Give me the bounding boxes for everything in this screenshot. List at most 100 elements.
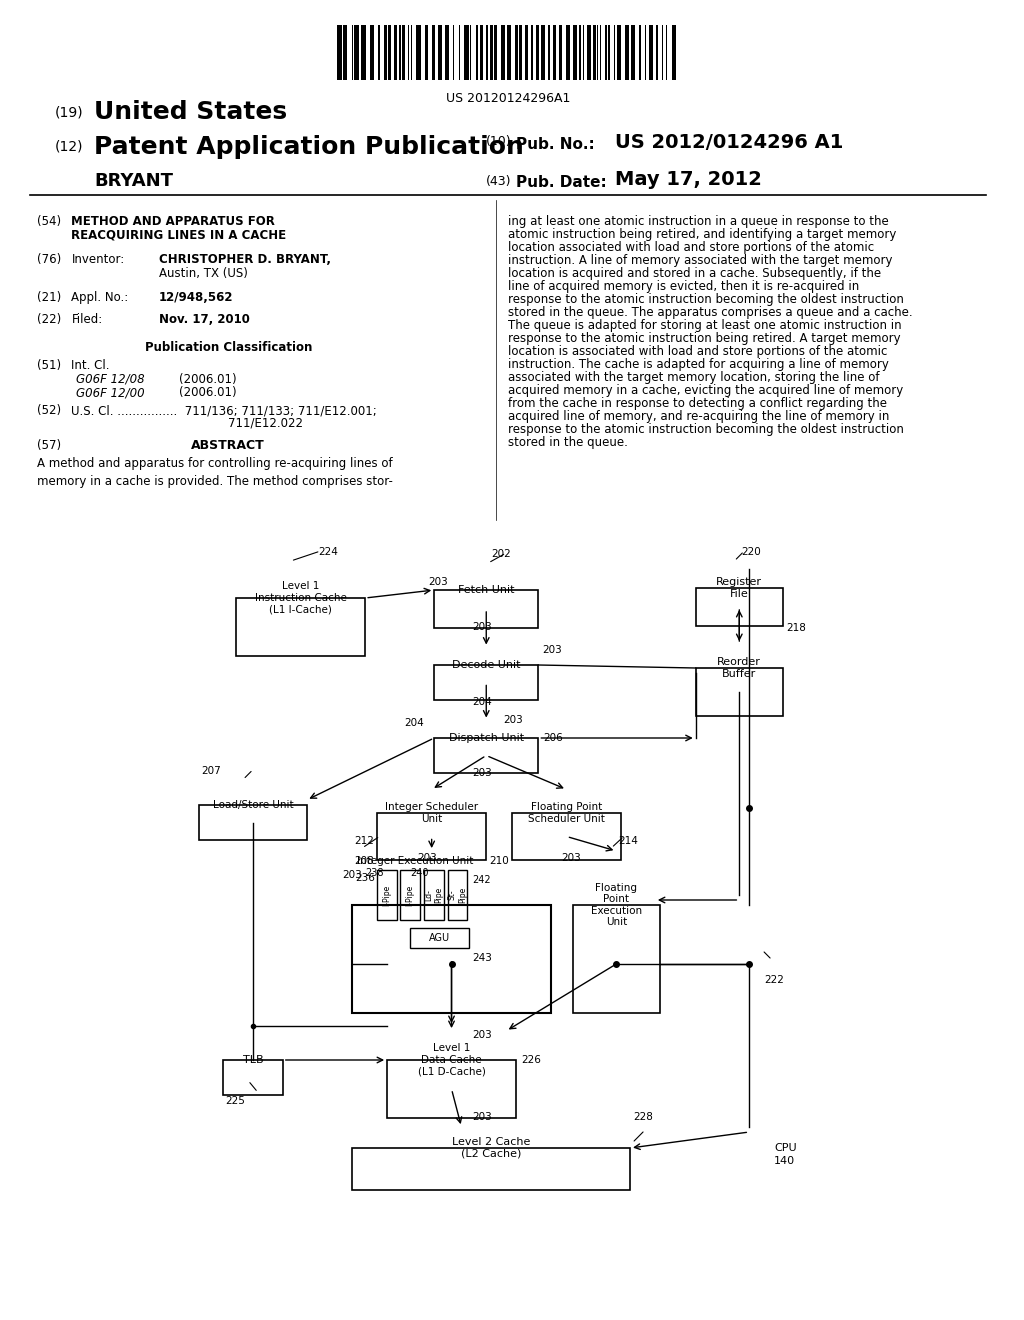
Text: Level 2 Cache
(L2 Cache): Level 2 Cache (L2 Cache) [452, 1138, 530, 1159]
Text: 203: 203 [472, 1111, 493, 1122]
Text: Patent Application Publication: Patent Application Publication [94, 135, 524, 158]
Bar [475, 25, 478, 81]
Bar [408, 25, 410, 81]
Text: 208: 208 [354, 857, 374, 866]
Bar [662, 25, 664, 81]
Text: 238: 238 [366, 869, 384, 878]
Text: 203: 203 [429, 577, 449, 587]
Text: REACQUIRING LINES IN A CACHE: REACQUIRING LINES IN A CACHE [72, 228, 287, 242]
Text: 203: 203 [472, 1030, 493, 1040]
Bar [402, 25, 406, 81]
Bar [425, 25, 428, 81]
Bar [639, 25, 641, 81]
Bar [485, 25, 488, 81]
Bar [378, 25, 380, 81]
Text: 222: 222 [764, 975, 784, 985]
Text: 220: 220 [741, 546, 761, 557]
Text: instruction. A line of memory associated with the target memory: instruction. A line of memory associated… [508, 253, 893, 267]
Text: (10): (10) [486, 135, 512, 148]
Bar [434, 738, 539, 774]
Text: The queue is adapted for storing at least one atomic instruction in: The queue is adapted for storing at leas… [508, 319, 902, 333]
Text: ABSTRACT: ABSTRACT [191, 440, 265, 451]
Text: 203: 203 [542, 645, 561, 655]
Bar [399, 25, 400, 81]
Bar [573, 25, 578, 81]
Bar [400, 870, 420, 920]
Text: acquired memory in a cache, evicting the acquired line of memory: acquired memory in a cache, evicting the… [508, 384, 903, 397]
Text: 202: 202 [492, 549, 511, 558]
Bar [384, 25, 387, 81]
Bar [600, 25, 601, 81]
Bar [354, 25, 358, 81]
Bar [507, 25, 511, 81]
Bar [519, 25, 522, 81]
Text: Filed:: Filed: [72, 313, 102, 326]
Bar [566, 25, 570, 81]
Text: 228: 228 [633, 1111, 653, 1122]
Bar [616, 25, 621, 81]
Text: Pub. No.:: Pub. No.: [516, 137, 595, 152]
Text: TLB: TLB [243, 1055, 263, 1065]
Text: 12/948,562: 12/948,562 [159, 290, 233, 304]
Text: U.S. Cl. ................  711/136; 711/133; 711/E12.001;: U.S. Cl. ................ 711/136; 711/1… [72, 404, 377, 417]
Text: 240: 240 [410, 869, 428, 878]
Bar [361, 25, 366, 81]
Bar [459, 25, 460, 81]
Bar [613, 25, 615, 81]
Text: 214: 214 [618, 836, 638, 846]
Text: response to the atomic instruction becoming the oldest instruction: response to the atomic instruction becom… [508, 293, 904, 306]
Text: Reorder
Buffer: Reorder Buffer [718, 657, 761, 678]
Bar [608, 25, 609, 81]
Bar [631, 25, 635, 81]
Bar [237, 598, 366, 656]
Text: BRYANT: BRYANT [94, 172, 173, 190]
Text: 242: 242 [472, 875, 490, 884]
Bar [553, 25, 556, 81]
Text: 204: 204 [472, 697, 493, 708]
Bar [377, 813, 486, 861]
Text: 203: 203 [342, 870, 362, 880]
Bar [572, 906, 659, 1012]
Bar [525, 25, 527, 81]
Text: (12): (12) [54, 140, 83, 154]
Text: US 2012/0124296 A1: US 2012/0124296 A1 [615, 133, 844, 152]
Text: (54): (54) [37, 215, 60, 228]
Bar [666, 25, 668, 81]
Text: Dispatch Unit: Dispatch Unit [449, 733, 524, 743]
Text: 207: 207 [202, 766, 221, 776]
Text: associated with the target memory location, storing the line of: associated with the target memory locati… [508, 371, 880, 384]
Bar [352, 1148, 630, 1191]
Text: I-Pipe: I-Pipe [383, 884, 391, 906]
Bar [541, 25, 545, 81]
Text: 711/E12.022: 711/E12.022 [228, 417, 303, 430]
Text: 212: 212 [354, 836, 374, 846]
Bar [515, 25, 518, 81]
Text: 140: 140 [774, 1156, 796, 1166]
Bar [388, 25, 391, 81]
Text: Appl. No.:: Appl. No.: [72, 290, 129, 304]
Bar [587, 25, 591, 81]
Text: Publication Classification: Publication Classification [144, 341, 312, 354]
Text: AGU: AGU [429, 933, 451, 942]
Text: (2006.01): (2006.01) [178, 374, 237, 385]
Text: (19): (19) [54, 106, 83, 119]
Bar [387, 1060, 516, 1118]
Text: Austin, TX (US): Austin, TX (US) [159, 267, 248, 280]
Text: (76): (76) [37, 253, 61, 267]
Text: (43): (43) [486, 176, 512, 187]
Bar [579, 25, 582, 81]
Bar [417, 25, 421, 81]
Text: acquired line of memory, and re-acquiring the line of memory in: acquired line of memory, and re-acquirin… [508, 411, 890, 422]
Text: 203: 203 [472, 622, 493, 632]
Text: 203: 203 [503, 715, 523, 725]
Text: response to the atomic instruction being retired. A target memory: response to the atomic instruction being… [508, 333, 901, 345]
Text: Integer Execution Unit: Integer Execution Unit [357, 855, 474, 866]
Bar [512, 813, 622, 861]
Bar [410, 928, 469, 948]
Text: stored in the queue. The apparatus comprises a queue and a cache.: stored in the queue. The apparatus compr… [508, 306, 912, 319]
Text: A method and apparatus for controlling re-acquiring lines of
memory in a cache i: A method and apparatus for controlling r… [37, 457, 392, 488]
Text: I-Pipe: I-Pipe [406, 884, 415, 906]
Bar [480, 25, 482, 81]
Bar [548, 25, 551, 81]
Bar [530, 25, 534, 81]
